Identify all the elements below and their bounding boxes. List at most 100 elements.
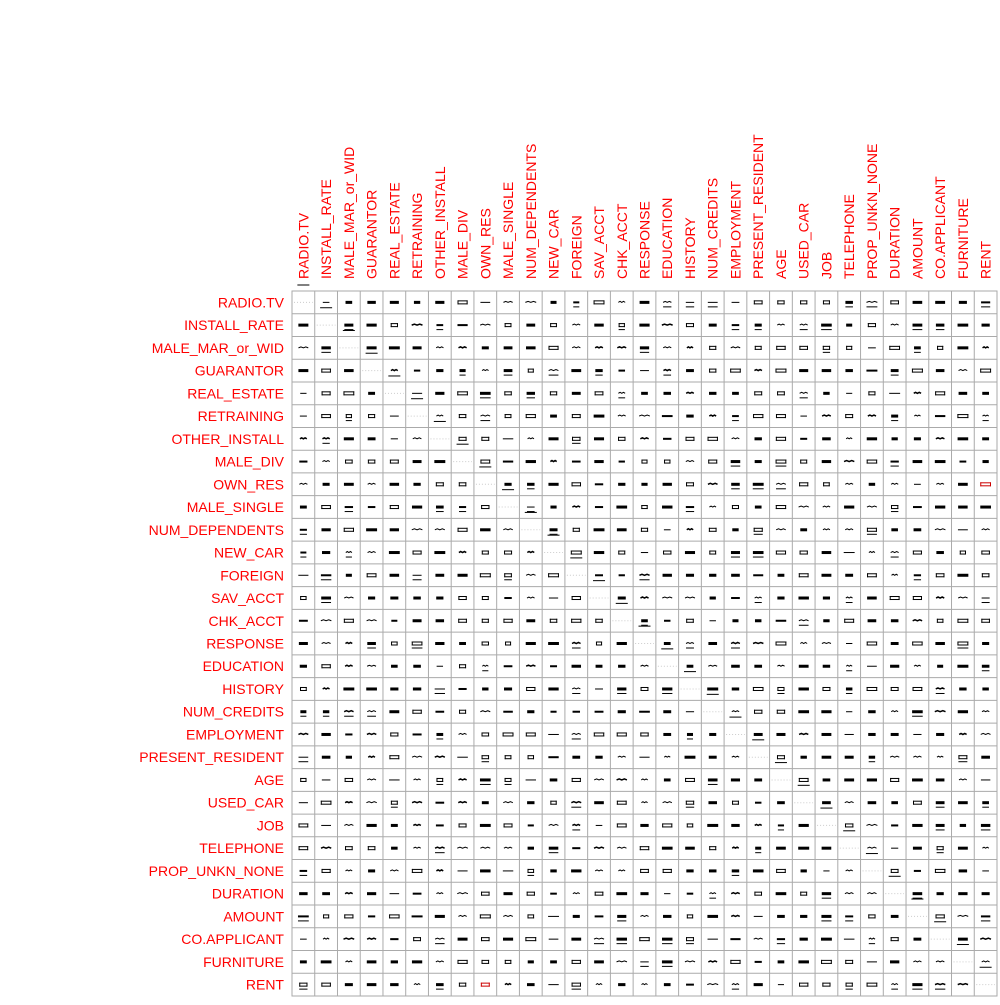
- point-cluster: [798, 576, 809, 578]
- point-cluster-edge: [981, 573, 983, 578]
- point-cluster: [866, 462, 878, 464]
- point-cluster: [457, 892, 469, 895]
- point-cluster: [550, 326, 557, 328]
- point-outlier: [730, 465, 741, 467]
- point-cluster: [890, 732, 899, 736]
- point-cluster: [595, 621, 603, 623]
- point-cluster: [297, 915, 309, 918]
- matrix-cell: [640, 868, 649, 873]
- point-cluster-edge: [465, 982, 467, 987]
- point-cluster: [434, 460, 446, 464]
- point-cluster-edge: [533, 868, 535, 873]
- point-cluster: [685, 780, 695, 782]
- matrix-cell: [730, 914, 741, 918]
- point-cluster: [641, 505, 648, 507]
- point-outlier: [479, 397, 491, 399]
- matrix-cell: [662, 482, 672, 486]
- point-cluster: [912, 553, 922, 555]
- point-cluster-edge: [897, 686, 899, 691]
- point-cluster-edge: [866, 686, 868, 691]
- matrix-cell: [731, 710, 740, 713]
- point-cluster-edge: [988, 618, 990, 623]
- matrix-cell: [550, 892, 557, 895]
- point-cluster: [640, 664, 649, 667]
- matrix-cell: [321, 368, 331, 373]
- point-cluster-edge: [535, 937, 537, 942]
- matrix-cell: [641, 459, 648, 464]
- matrix-cell: [912, 323, 923, 331]
- matrix-cell: [890, 323, 899, 326]
- point-cluster: [594, 506, 604, 509]
- point-outlier: [890, 511, 899, 513]
- point-cluster-edge: [876, 982, 878, 987]
- matrix-cell: [776, 709, 786, 714]
- point-cluster: [459, 664, 467, 666]
- matrix-cell: [890, 482, 899, 485]
- point-cluster: [775, 371, 787, 373]
- point-cluster: [934, 528, 946, 531]
- point-cluster-edge: [459, 664, 461, 669]
- matrix-cell: [890, 686, 899, 691]
- point-cluster: [549, 459, 558, 463]
- point-cluster-edge: [640, 732, 642, 737]
- matrix-cell: [526, 346, 536, 350]
- point-cluster: [526, 596, 535, 599]
- matrix-cell: [680, 671, 700, 690]
- point-cluster: [550, 803, 557, 805]
- point-cluster-edge: [934, 868, 936, 873]
- point-outlier: [845, 920, 854, 922]
- matrix-cell: [845, 869, 853, 872]
- matrix-cell: [457, 937, 468, 941]
- column-label: NUM_CREDITS: [705, 178, 721, 279]
- point-outlier: [618, 329, 625, 331]
- matrix-cell: [913, 733, 922, 735]
- point-cluster: [708, 960, 718, 963]
- point-cluster: [957, 644, 969, 646]
- point-cluster: [366, 960, 377, 964]
- point-cluster: [639, 323, 650, 327]
- point-cluster-edge: [715, 846, 717, 851]
- matrix-cell: [411, 960, 423, 964]
- point-cluster: [846, 348, 853, 350]
- matrix-cell: [616, 505, 628, 509]
- matrix-cell: [754, 960, 762, 963]
- point-cluster: [366, 323, 377, 327]
- point-cluster: [345, 733, 353, 736]
- matrix-cell: [912, 300, 923, 304]
- matrix-cell: [754, 345, 762, 350]
- point-outlier: [571, 738, 581, 740]
- point-outlier: [639, 351, 650, 353]
- matrix-cell: [891, 528, 898, 532]
- point-cluster: [661, 415, 673, 418]
- point-cluster-edge: [579, 982, 581, 987]
- point-outlier: [982, 420, 989, 422]
- matrix-cell: [754, 460, 762, 464]
- matrix-cell: [775, 641, 787, 646]
- matrix-cell: [389, 300, 399, 304]
- point-cluster: [980, 371, 992, 373]
- point-cluster: [344, 780, 354, 782]
- point-cluster: [345, 414, 352, 416]
- point-cluster: [754, 778, 763, 782]
- point-cluster-edge: [412, 550, 414, 555]
- point-cluster-edge: [761, 527, 763, 532]
- point-cluster: [550, 800, 557, 802]
- point-cluster-edge: [351, 846, 353, 851]
- matrix-cell: [593, 846, 605, 849]
- point-cluster: [821, 959, 832, 961]
- point-cluster: [389, 505, 399, 507]
- point-cluster-edge: [753, 414, 755, 419]
- point-outlier: [322, 715, 330, 717]
- matrix-cell: [866, 459, 878, 464]
- point-cluster: [708, 755, 717, 759]
- point-cluster: [957, 618, 969, 620]
- point-cluster: [845, 573, 854, 577]
- matrix-cell: [322, 937, 330, 940]
- matrix-cell: [594, 710, 604, 713]
- point-cluster-edge: [352, 777, 354, 782]
- matrix-cell: [913, 414, 921, 417]
- matrix-cell: [981, 550, 990, 555]
- point-cluster: [866, 530, 877, 532]
- point-cluster: [958, 732, 967, 736]
- point-cluster: [662, 823, 673, 825]
